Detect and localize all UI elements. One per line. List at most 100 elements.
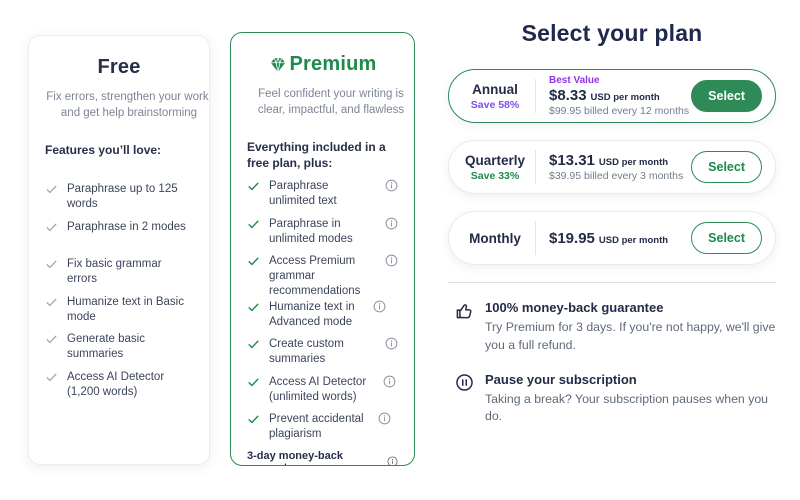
feature-row: Humanize text in Basic mode xyxy=(45,295,193,333)
premium-guarantee-note: 3-day money-back guarantee xyxy=(247,449,398,465)
plan-billing-note: $99.95 billed every 12 months xyxy=(549,105,690,117)
perk-money-back: 100% money-back guarantee Try Premium fo… xyxy=(448,300,776,355)
feature-label: Access Premium grammar recommendations xyxy=(269,255,361,298)
plan-row-monthly[interactable]: Monthly $19.95 USD per month Select xyxy=(448,211,776,265)
plan-price-block: Best Value $8.33 USD per month $99.95 bi… xyxy=(536,75,691,117)
perk-text-block: Pause your subscription Taking a break? … xyxy=(485,372,776,427)
feature-row: Access AI Detector (1,200 words) xyxy=(45,370,193,408)
plan-selection-section: Select your plan Annual Save 58% Best Va… xyxy=(448,20,776,426)
feature-label: Paraphrase in unlimited modes xyxy=(269,217,353,245)
gem-icon xyxy=(269,56,287,74)
perk-body: Try Premium for 3 days. If you're not ha… xyxy=(485,320,776,352)
plan-price-line: $13.31 USD per month xyxy=(549,152,691,169)
feature-row: Access AI Detector (unlimited words) xyxy=(247,375,398,413)
free-features-heading: Features you’ll love: xyxy=(45,143,162,158)
premium-features-heading: Everything included in a free plan, plus… xyxy=(247,140,386,171)
plan-price-line: $8.33 USD per month xyxy=(549,87,691,104)
premium-feature-list: Paraphrase unlimited text Paraphrase in … xyxy=(247,179,398,450)
feature-label: Access AI Detector (unlimited words) xyxy=(269,375,367,403)
feature-row: Paraphrase in unlimited modes xyxy=(247,217,398,255)
plan-name: Quarterly xyxy=(464,152,526,168)
plan-name: Monthly xyxy=(469,230,521,246)
info-icon[interactable] xyxy=(385,337,398,350)
perk-title: Pause your subscription xyxy=(485,371,637,387)
plan-price-block: $13.31 USD per month $39.95 billed every… xyxy=(536,152,691,182)
check-icon xyxy=(247,180,260,193)
check-icon xyxy=(45,333,58,346)
plan-row-divider xyxy=(535,150,536,184)
feature-label: Fix basic grammar errors xyxy=(67,258,162,286)
feature-label: Prevent accidental plagiarism xyxy=(269,413,364,441)
premium-guarantee-text: 3-day money-back guarantee xyxy=(247,449,343,465)
feature-row: Paraphrase unlimited text xyxy=(247,179,398,217)
select-annual-button[interactable]: Select xyxy=(691,80,762,112)
perks-divider xyxy=(448,282,776,283)
premium-plan-title-text: Premium xyxy=(289,53,377,75)
check-icon xyxy=(45,371,58,384)
info-icon[interactable] xyxy=(385,254,398,267)
plan-price-unit: USD per month xyxy=(598,157,669,168)
feature-row: Prevent accidental plagiarism xyxy=(247,412,398,450)
info-icon[interactable] xyxy=(385,179,398,192)
free-feature-list: Paraphrase up to 125 words Paraphrase in… xyxy=(45,182,193,407)
feature-label: Paraphrase in 2 modes xyxy=(67,220,186,233)
plan-row-divider xyxy=(535,79,536,113)
feature-label: Humanize text in Basic mode xyxy=(67,295,184,323)
check-icon xyxy=(247,376,260,389)
plan-price-unit: USD per month xyxy=(590,92,660,103)
pause-circle-icon xyxy=(455,373,474,427)
plan-save-badge: Save 58% xyxy=(470,98,520,111)
info-icon[interactable] xyxy=(383,375,396,388)
check-icon xyxy=(247,338,260,351)
feature-row: Access Premium grammar recommendations xyxy=(247,254,398,300)
free-plan-subtitle: Fix errors, strengthen your work, and ge… xyxy=(46,91,210,119)
check-icon xyxy=(45,221,58,234)
free-plan-title: Free xyxy=(97,56,141,78)
check-icon xyxy=(247,255,260,268)
plan-billing-note: $39.95 billed every 3 months xyxy=(549,170,684,182)
plan-row-annual[interactable]: Annual Save 58% Best Value $8.33 USD per… xyxy=(448,69,776,123)
info-icon[interactable] xyxy=(387,456,398,465)
plan-name-block: Quarterly Save 33% xyxy=(449,153,535,182)
feature-label: Create custom summaries xyxy=(269,338,344,366)
plan-price-block: $19.95 USD per month xyxy=(536,230,691,247)
select-monthly-button[interactable]: Select xyxy=(691,222,762,254)
perk-title: 100% money-back guarantee xyxy=(485,300,664,315)
check-icon xyxy=(45,258,58,271)
plan-price: $19.95 xyxy=(549,229,595,247)
feature-row: Create custom summaries xyxy=(247,337,398,375)
plan-row-divider xyxy=(535,221,536,255)
premium-plan-card: Premium Feel confident your writing is c… xyxy=(230,32,415,466)
plan-price: $8.33 xyxy=(549,87,587,104)
check-icon xyxy=(247,218,260,231)
select-quarterly-button[interactable]: Select xyxy=(691,151,762,183)
feature-label: Humanize text in Advanced mode xyxy=(269,300,355,328)
info-icon[interactable] xyxy=(385,217,398,230)
best-value-badge: Best Value xyxy=(549,75,600,86)
perk-pause-subscription: Pause your subscription Taking a break? … xyxy=(448,372,776,427)
thumbs-up-icon xyxy=(455,301,474,355)
premium-plan-subtitle: Feel confident your writing is clear, im… xyxy=(257,88,405,116)
premium-plan-title: Premium xyxy=(247,53,398,76)
feature-row: Humanize text in Advanced mode xyxy=(247,300,398,338)
feature-label: Paraphrase unlimited text xyxy=(269,180,337,208)
perk-body: Taking a break? Your subscription pauses… xyxy=(485,391,769,424)
check-icon xyxy=(247,413,260,426)
plan-row-quarterly[interactable]: Quarterly Save 33% $13.31 USD per month … xyxy=(448,140,776,194)
perk-text-block: 100% money-back guarantee Try Premium fo… xyxy=(485,300,776,355)
feature-row: Fix basic grammar errors xyxy=(45,257,193,295)
feature-label: Access AI Detector (1,200 words) xyxy=(67,370,165,398)
plan-save-badge: Save 33% xyxy=(470,169,520,182)
feature-label: Paraphrase up to 125 words xyxy=(67,183,178,211)
info-icon[interactable] xyxy=(378,412,391,425)
plan-price-line: $19.95 USD per month xyxy=(549,230,691,247)
check-icon xyxy=(247,301,260,314)
plan-name-block: Annual Save 58% xyxy=(449,82,535,111)
plan-name-block: Monthly xyxy=(449,231,535,246)
check-icon xyxy=(45,183,58,196)
free-plan-card: Free Fix errors, strengthen your work, a… xyxy=(28,35,210,465)
feature-row: Paraphrase up to 125 words xyxy=(45,182,193,220)
info-icon[interactable] xyxy=(373,300,386,313)
plan-name: Annual xyxy=(472,81,518,97)
feature-row: Paraphrase in 2 modes xyxy=(45,220,193,258)
